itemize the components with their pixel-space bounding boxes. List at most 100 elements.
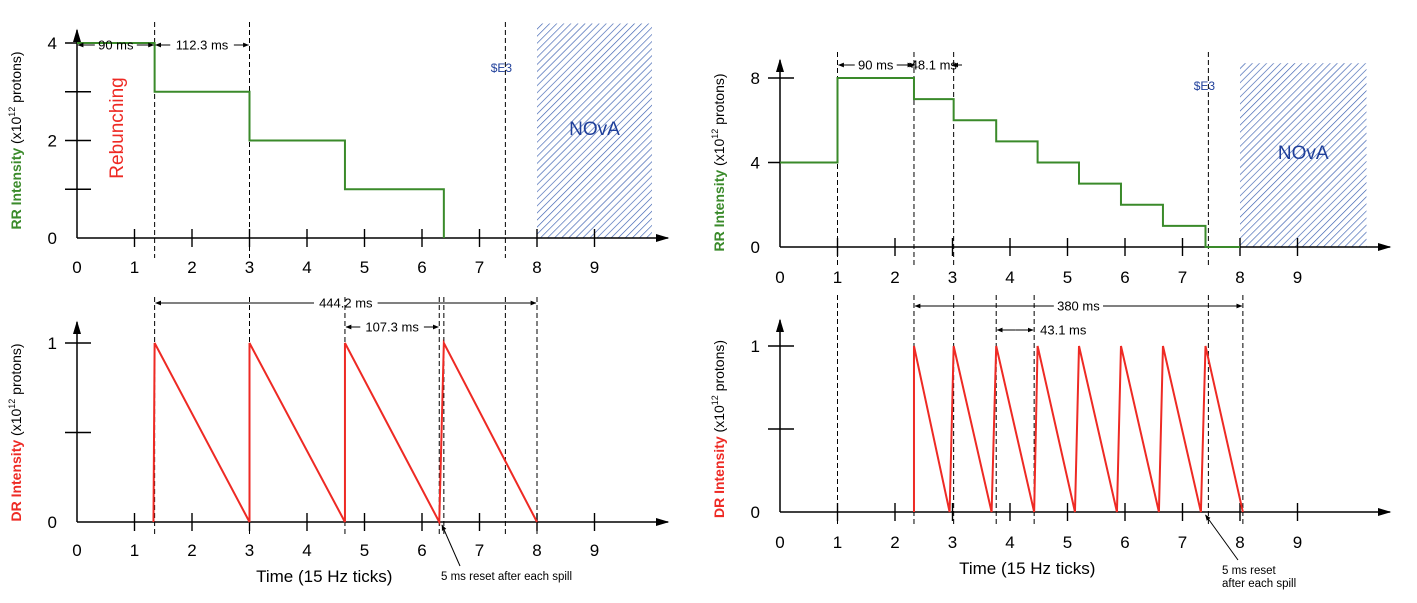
- y-axis-label-sup: 12: [710, 395, 720, 405]
- x-tick-label-2: 2: [890, 533, 899, 552]
- y-axis-label-unit: (x10: [8, 117, 24, 148]
- x-tick-label-3: 3: [245, 258, 254, 277]
- x-tick-label-7: 7: [1178, 268, 1187, 287]
- y-tick-label-0: 0: [48, 513, 57, 532]
- x-tick-label-5: 5: [1063, 268, 1072, 287]
- x-tick-label-5: 5: [1063, 533, 1072, 552]
- annotation-label: 90 ms: [858, 58, 894, 73]
- y-tick-label-4: 4: [48, 34, 57, 53]
- y-axis-label-unit-post: protons): [8, 343, 24, 398]
- nova-region: [1240, 63, 1367, 248]
- y-axis-label-unit-post: protons): [8, 51, 24, 106]
- y-tick-label-0: 0: [48, 229, 57, 248]
- e3-label: $E3: [491, 61, 513, 75]
- y-axis-label-main: DR Intensity: [8, 440, 24, 522]
- y-axis-label: DR Intensity (x1012 protons): [7, 343, 24, 521]
- y-axis-label-main: DR Intensity: [711, 436, 727, 518]
- x-tick-label-9: 9: [590, 541, 599, 560]
- annotation-label: 107.3 ms: [365, 320, 419, 335]
- y-axis-label-unit-post: protons): [711, 340, 727, 395]
- x-tick-label-2: 2: [187, 541, 196, 560]
- x-tick-label-9: 9: [1293, 533, 1302, 552]
- x-tick-label-4: 4: [302, 258, 311, 277]
- x-tick-label-8: 8: [532, 541, 541, 560]
- y-axis-label-unit-post: protons): [711, 73, 727, 128]
- note-pointer: [441, 524, 461, 567]
- x-tick-label-1: 1: [833, 533, 842, 552]
- annotation-label: 48.1 ms: [911, 58, 958, 73]
- x-tick-label-3: 3: [948, 533, 957, 552]
- reset-note-line-0: 5 ms reset: [1222, 565, 1276, 577]
- x-tick-label-8: 8: [1235, 533, 1244, 552]
- x-tick-label-4: 4: [1005, 533, 1014, 552]
- nova-region: [537, 23, 652, 238]
- x-tick-label-7: 7: [475, 258, 484, 277]
- x-tick-label-3: 3: [948, 268, 957, 287]
- series-line-0: [780, 77, 1240, 248]
- annotation-label: 112.3 ms: [176, 38, 229, 53]
- rebunching-label: Rebunching: [107, 77, 128, 178]
- x-tick-label-5: 5: [360, 541, 369, 560]
- x-tick-label-9: 9: [590, 258, 599, 277]
- y-axis-label-unit: (x10: [711, 405, 727, 436]
- x-tick-label-1: 1: [130, 258, 139, 277]
- y-axis-label: RR Intensity (x1012 protons): [7, 51, 24, 229]
- y-tick-label-4: 4: [751, 154, 760, 173]
- series-line-0: [152, 339, 538, 526]
- reset-note: 5 ms reset after each spill: [441, 571, 572, 583]
- x-tick-label-9: 9: [1293, 268, 1302, 287]
- y-axis-label-main: RR Intensity: [711, 170, 727, 252]
- x-tick-label-8: 8: [1235, 268, 1244, 287]
- annotation-label: 90 ms: [98, 38, 134, 53]
- y-tick-label-2: 2: [48, 132, 57, 151]
- x-tick-label-5: 5: [360, 258, 369, 277]
- x-tick-label-3: 3: [245, 541, 254, 560]
- x-tick-label-0: 0: [72, 541, 81, 560]
- x-tick-label-6: 6: [417, 541, 426, 560]
- annotation-label: 444.2 ms: [319, 296, 373, 311]
- x-tick-label-7: 7: [1178, 533, 1187, 552]
- x-tick-label-6: 6: [1120, 533, 1129, 552]
- x-tick-label-0: 0: [72, 258, 81, 277]
- series-line-0: [912, 345, 1244, 513]
- x-tick-label-4: 4: [302, 541, 311, 560]
- y-axis-label-main: RR Intensity: [8, 148, 24, 230]
- nova-label: NOvA: [1278, 143, 1329, 164]
- x-tick-label-6: 6: [1120, 268, 1129, 287]
- y-tick-label-0: 0: [751, 238, 760, 257]
- y-axis-label-sup: 12: [7, 399, 17, 409]
- annotation-label: 43.1 ms: [1040, 323, 1087, 338]
- y-axis-label: DR Intensity (x1012 protons): [710, 340, 727, 518]
- y-axis-label-sup: 12: [710, 129, 720, 139]
- y-axis-label-unit: (x10: [8, 409, 24, 440]
- y-tick-label-1: 1: [751, 337, 760, 356]
- note-pointer: [1205, 514, 1239, 561]
- reset-note-line-1: after each spill: [1222, 578, 1296, 590]
- x-tick-label-1: 1: [130, 541, 139, 560]
- x-tick-label-6: 6: [417, 258, 426, 277]
- annotation-label: 380 ms: [1057, 299, 1100, 314]
- x-tick-label-7: 7: [475, 541, 484, 560]
- nova-label: NOvA: [569, 119, 620, 140]
- y-tick-label-0: 0: [751, 503, 760, 522]
- y-axis-label: RR Intensity (x1012 protons): [710, 73, 727, 251]
- y-tick-label-8: 8: [751, 69, 760, 88]
- y-axis-label-unit: (x10: [711, 139, 727, 170]
- x-tick-label-8: 8: [532, 258, 541, 277]
- x-axis-label: Time (15 Hz ticks): [959, 559, 1095, 578]
- y-tick-label-1: 1: [48, 334, 57, 353]
- x-tick-label-2: 2: [890, 268, 899, 287]
- y-axis-label-sup: 12: [7, 107, 17, 117]
- x-tick-label-4: 4: [1005, 268, 1014, 287]
- x-tick-label-0: 0: [775, 268, 784, 287]
- x-tick-label-0: 0: [775, 533, 784, 552]
- x-tick-label-1: 1: [833, 268, 842, 287]
- x-tick-label-2: 2: [187, 258, 196, 277]
- x-axis-label: Time (15 Hz ticks): [256, 567, 392, 586]
- series-line-0: [77, 42, 445, 238]
